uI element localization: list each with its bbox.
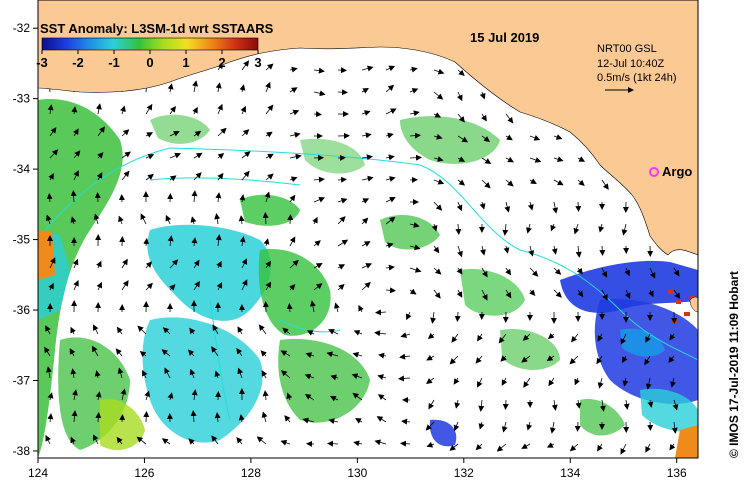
lat-tick-label: -37 — [13, 373, 31, 387]
currents-legend-scale: 0.5m/s (1kt 24h) — [597, 72, 676, 84]
current-arrow — [338, 92, 347, 93]
colorbar-tick-label: -2 — [72, 55, 84, 70]
lat-tick-label: -38 — [13, 444, 31, 458]
argo-label: Argo — [662, 164, 692, 179]
lon-tick-label: 126 — [134, 466, 154, 480]
lon-tick-label: 132 — [454, 466, 474, 480]
lon-tick-label: 124 — [28, 466, 48, 480]
current-arrow — [146, 412, 147, 422]
longitude-axis: 124 126 128 130 132 134 136 — [28, 458, 687, 480]
colorbar — [42, 38, 258, 50]
colorbar-tick-label: 3 — [254, 55, 261, 70]
lat-tick-label: -33 — [13, 92, 31, 106]
colorbar-tick-label: -3 — [36, 55, 48, 70]
lon-tick-label: 128 — [241, 466, 261, 480]
lat-tick-label: -36 — [13, 303, 31, 317]
lat-tick-label: -35 — [13, 233, 31, 247]
current-arrow — [578, 422, 579, 431]
currents-legend-source: NRT00 GSL — [597, 43, 657, 55]
colorbar-tick-label: 2 — [218, 55, 225, 70]
current-arrow — [290, 215, 291, 224]
current-arrow — [122, 415, 123, 422]
lat-tick-label: -32 — [13, 21, 31, 35]
map-title: SST Anomaly: L3SM-1d wrt SSTAARS — [40, 21, 274, 36]
lon-tick-label: 134 — [560, 466, 580, 480]
colorbar-tick-label: -1 — [108, 55, 120, 70]
credit-text: © IMOS 17-Jul-2019 11:09 Hobart — [727, 271, 741, 458]
currents-legend-time: 12-Jul 10:40Z — [597, 58, 665, 70]
lon-tick-label: 130 — [347, 466, 367, 480]
current-arrow — [650, 422, 651, 430]
current-arrow — [98, 193, 99, 202]
lon-tick-label: 136 — [667, 466, 687, 480]
map-date: 15 Jul 2019 — [470, 30, 539, 45]
current-arrow — [506, 400, 507, 409]
lat-tick-label: -34 — [13, 162, 31, 176]
latitude-axis: -32 -33 -34 -35 -36 -37 -38 — [13, 21, 38, 458]
current-arrow — [314, 114, 321, 115]
colorbar-tick-label: 1 — [182, 55, 189, 70]
colorbar-tick-label: 0 — [146, 55, 153, 70]
